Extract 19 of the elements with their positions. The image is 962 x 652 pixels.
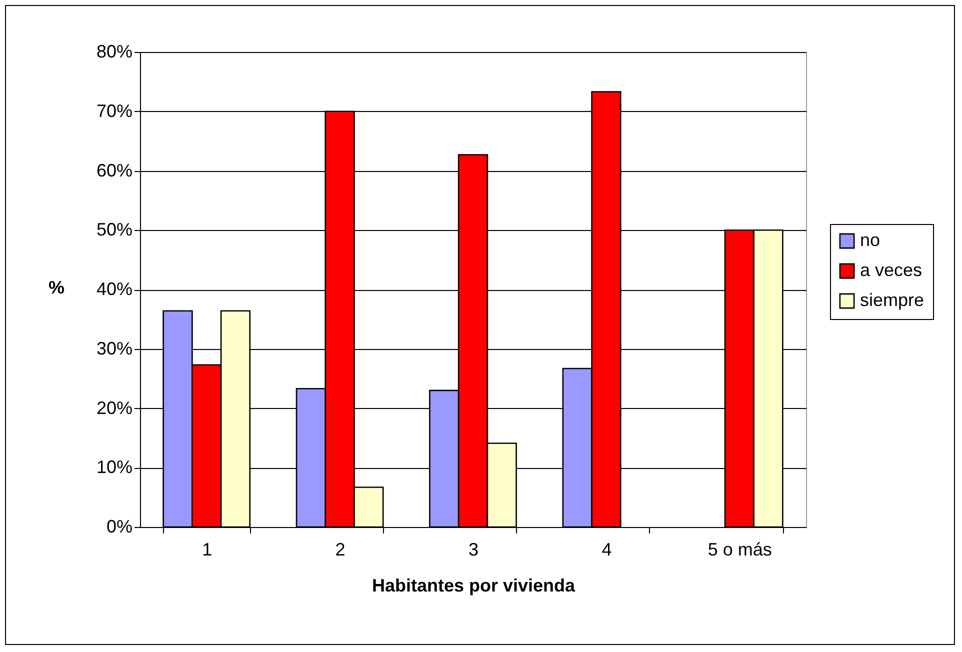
x-tick-label: 2 [335, 540, 346, 560]
legend-label: a veces [860, 260, 922, 280]
legend-label: siempre [860, 290, 924, 310]
x-axis-title: Habitantes por vivienda [372, 576, 576, 596]
x-tick-label: 3 [468, 540, 479, 560]
y-tick-label: 60% [96, 160, 132, 180]
x-tick-label: 5 o más [708, 540, 772, 560]
y-tick-label: 70% [96, 100, 132, 121]
y-tick-label: 0% [106, 516, 132, 536]
x-tick-label: 1 [202, 540, 212, 560]
x-tick-label: 4 [602, 540, 612, 560]
legend-label: no [860, 230, 880, 250]
y-tick-label: 40% [96, 279, 132, 299]
y-tick-label: 30% [96, 338, 132, 358]
y-tick-label: 10% [96, 457, 132, 478]
y-tick-label: 80% [96, 42, 132, 62]
y-tick-label: 20% [96, 398, 132, 418]
y-tick-label: 50% [96, 220, 132, 240]
y-axis-title: % [48, 278, 65, 298]
